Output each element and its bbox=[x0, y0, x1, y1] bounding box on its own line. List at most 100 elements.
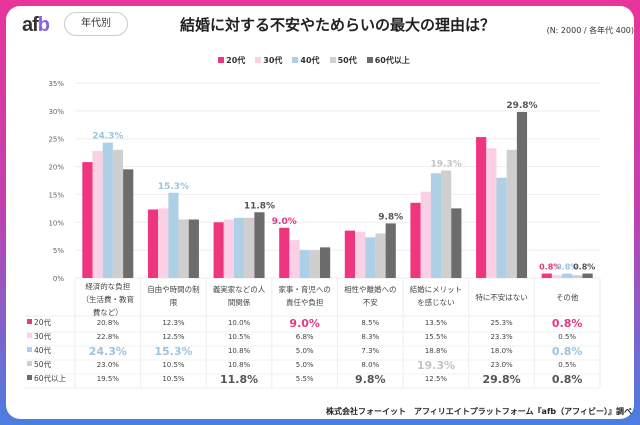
bar bbox=[92, 150, 103, 278]
table-cell: 6.8% bbox=[296, 333, 314, 341]
category-label: 特に不安はない bbox=[475, 292, 528, 302]
bar bbox=[582, 273, 593, 278]
table-cell: 7.3% bbox=[361, 347, 379, 355]
y-tick-label: 25% bbox=[48, 136, 64, 144]
table-cell: 5.0% bbox=[296, 361, 314, 369]
legend-swatch bbox=[218, 57, 225, 63]
table-cell: 20.8% bbox=[97, 319, 120, 327]
bar bbox=[223, 219, 234, 278]
table-cell: 12.5% bbox=[425, 375, 448, 383]
legend-label: 50代 bbox=[337, 56, 357, 65]
table-cell: 29.8% bbox=[482, 373, 520, 386]
table-cell: 5.5% bbox=[296, 375, 314, 383]
bar bbox=[102, 142, 113, 278]
legend-item: 20代 bbox=[218, 56, 245, 65]
bar bbox=[410, 202, 421, 278]
row-label: 40代 bbox=[34, 345, 52, 355]
bar bbox=[112, 149, 124, 278]
category-label: 間関係 bbox=[228, 298, 251, 307]
bar bbox=[309, 250, 320, 278]
data-label: 9.0% bbox=[272, 217, 297, 227]
row-label: 50代 bbox=[34, 359, 52, 369]
data-label: 0.8% bbox=[573, 263, 595, 272]
table-cell: 23.0% bbox=[97, 361, 120, 369]
bar bbox=[451, 208, 462, 278]
bar bbox=[541, 273, 552, 278]
table-cell: 19.3% bbox=[417, 359, 455, 372]
bar bbox=[188, 219, 199, 278]
table-cell: 0.8% bbox=[552, 317, 583, 330]
data-label: 11.8% bbox=[244, 201, 275, 211]
table-cell: 8.5% bbox=[361, 319, 379, 327]
source-credit: 株式会社フォーイット アフィリエイトプラットフォーム『afb（アフィビー）』調べ bbox=[325, 407, 632, 416]
category-label: 結婚にメリット bbox=[410, 284, 463, 294]
category-label: 責任や負担 bbox=[286, 297, 324, 307]
bar bbox=[147, 209, 159, 278]
bar bbox=[375, 233, 386, 278]
row-label: 20代 bbox=[34, 317, 52, 327]
category-label: その他 bbox=[556, 292, 579, 302]
table-cell: 19.5% bbox=[97, 375, 120, 383]
sample-size: (N: 2000 / 各年代 400) bbox=[546, 26, 634, 35]
category-label: 自由や時間の制 bbox=[147, 284, 200, 294]
bar bbox=[82, 162, 93, 278]
table-cell: 15.5% bbox=[425, 333, 448, 341]
table-cell: 0.5% bbox=[558, 361, 576, 369]
category-label: 義実家などの人 bbox=[213, 284, 266, 294]
legend-item: 30代 bbox=[255, 56, 282, 65]
legend-label: 60代以上 bbox=[374, 56, 410, 65]
table-cell: 10.5% bbox=[162, 375, 185, 383]
afb-logo: afb bbox=[22, 14, 50, 36]
bar bbox=[486, 148, 497, 278]
table-cell: 10.0% bbox=[228, 319, 251, 327]
category-label: （生活費・教育 bbox=[82, 294, 135, 304]
bar bbox=[344, 230, 356, 278]
table-cell: 8.3% bbox=[361, 333, 379, 341]
legend-swatch bbox=[329, 57, 336, 63]
bar bbox=[168, 192, 179, 278]
category-label: 費など） bbox=[93, 307, 123, 317]
bar bbox=[289, 240, 300, 278]
table-cell: 22.8% bbox=[97, 333, 120, 341]
y-tick-label: 35% bbox=[48, 80, 64, 88]
table-cell: 0.8% bbox=[552, 345, 583, 358]
table-cell: 12.3% bbox=[162, 319, 185, 327]
table-cell: 0.8% bbox=[552, 373, 583, 386]
table-cell: 10.8% bbox=[228, 361, 251, 369]
bar bbox=[233, 217, 245, 278]
legend-label: 20代 bbox=[226, 56, 246, 65]
legend-label: 30代 bbox=[263, 56, 283, 65]
bar bbox=[441, 170, 452, 278]
y-tick-label: 10% bbox=[48, 219, 64, 227]
table-cell: 25.3% bbox=[490, 319, 513, 327]
data-label: 19.3% bbox=[431, 159, 462, 169]
y-tick-label: 20% bbox=[48, 164, 64, 172]
table-cell: 24.3% bbox=[89, 345, 127, 358]
bar bbox=[365, 237, 376, 278]
table-cell: 8.0% bbox=[361, 361, 379, 369]
legend-label: 40代 bbox=[300, 56, 320, 65]
row-swatch bbox=[27, 375, 32, 380]
table-cell: 10.8% bbox=[228, 347, 251, 355]
category-label: 経済的な負担 bbox=[85, 281, 130, 291]
y-tick-label: 30% bbox=[48, 108, 64, 116]
bar bbox=[178, 219, 189, 278]
legend-swatch bbox=[292, 57, 299, 63]
table-cell: 12.5% bbox=[162, 333, 185, 341]
table-cell: 13.5% bbox=[425, 319, 448, 327]
table-cell: 10.5% bbox=[228, 333, 251, 341]
bar bbox=[299, 250, 310, 278]
table-cell: 23.3% bbox=[490, 333, 513, 341]
bar bbox=[506, 149, 517, 278]
data-label: 24.3% bbox=[92, 132, 123, 142]
data-label: 29.8% bbox=[506, 101, 537, 111]
bar bbox=[158, 208, 169, 278]
bar bbox=[213, 222, 224, 278]
table-cell: 9.0% bbox=[289, 317, 320, 330]
table-cell: 18.8% bbox=[425, 347, 448, 355]
bar bbox=[244, 217, 255, 278]
data-label: 0.8% bbox=[556, 263, 578, 272]
row-swatch bbox=[27, 361, 32, 366]
bar bbox=[516, 111, 528, 278]
